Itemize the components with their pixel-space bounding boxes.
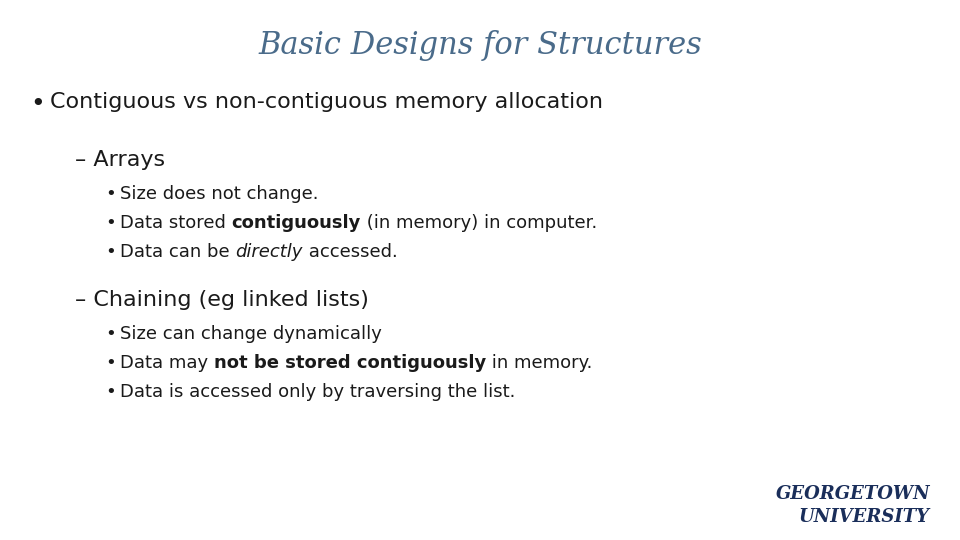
Text: Data may: Data may <box>120 354 214 372</box>
Text: •: • <box>105 325 116 343</box>
Text: (in memory) in computer.: (in memory) in computer. <box>361 214 597 232</box>
Text: Data is accessed only by traversing the list.: Data is accessed only by traversing the … <box>120 383 516 401</box>
Text: – Chaining (eg linked lists): – Chaining (eg linked lists) <box>75 290 369 310</box>
Text: contiguously: contiguously <box>231 214 361 232</box>
Text: GEORGETOWN: GEORGETOWN <box>776 485 930 503</box>
Text: accessed.: accessed. <box>302 243 397 261</box>
Text: Basic Designs for Structures: Basic Designs for Structures <box>258 30 702 61</box>
Text: •: • <box>105 214 116 232</box>
Text: Size can change dynamically: Size can change dynamically <box>120 325 382 343</box>
Text: directly: directly <box>235 243 302 261</box>
Text: not be stored contiguously: not be stored contiguously <box>214 354 486 372</box>
Text: in memory.: in memory. <box>486 354 592 372</box>
Text: •: • <box>105 243 116 261</box>
Text: •: • <box>105 383 116 401</box>
Text: •: • <box>105 185 116 203</box>
Text: Size does not change.: Size does not change. <box>120 185 319 203</box>
Text: •: • <box>105 354 116 372</box>
Text: Contiguous vs non-contiguous memory allocation: Contiguous vs non-contiguous memory allo… <box>50 92 603 112</box>
Text: Data can be: Data can be <box>120 243 235 261</box>
Text: Data stored: Data stored <box>120 214 231 232</box>
Text: – Arrays: – Arrays <box>75 150 165 170</box>
Text: UNIVERSITY: UNIVERSITY <box>799 508 930 526</box>
Text: •: • <box>30 92 45 116</box>
